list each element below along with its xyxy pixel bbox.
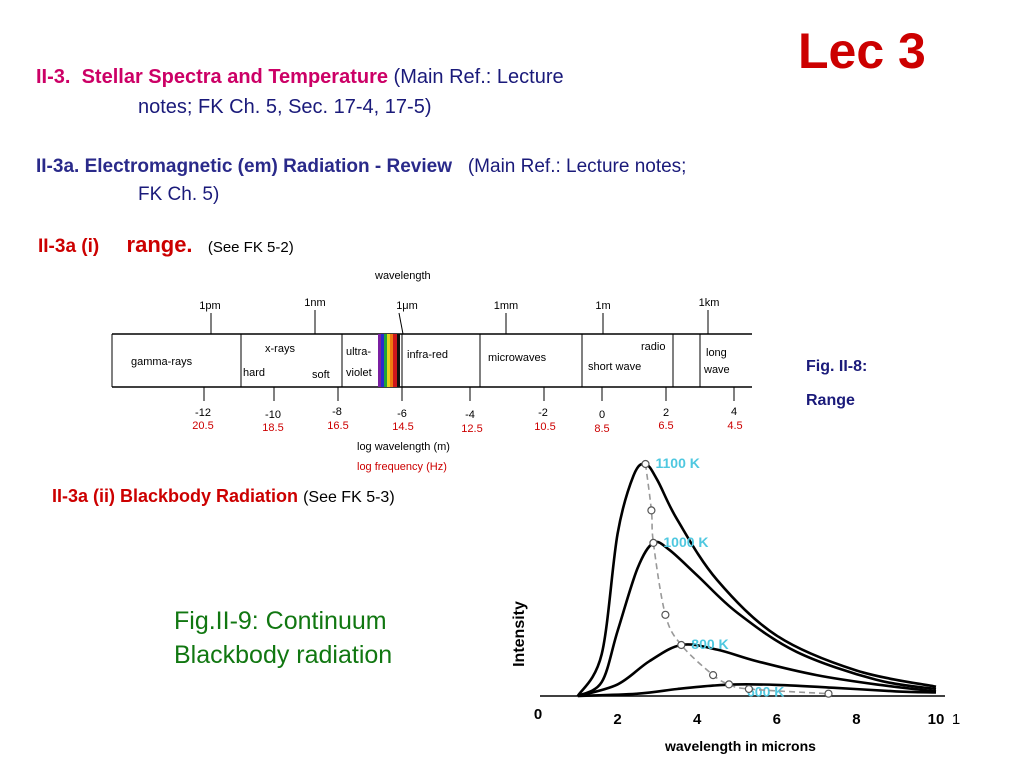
log-frequency-label: 8.5 — [594, 423, 609, 435]
axis-label-log-frequency: log frequency (Hz) — [357, 461, 447, 473]
tick-label-1nm: 1nm — [304, 297, 325, 309]
log-frequency-label: 12.5 — [461, 423, 482, 435]
band-gamma-rays: gamma-rays — [131, 356, 193, 368]
fig8-caption-line2: Range — [806, 392, 855, 409]
series-label: 800 K — [691, 636, 728, 652]
log-wavelength-label: -2 — [538, 407, 548, 419]
peak-locus-point — [661, 610, 670, 619]
spectrum-top-label: wavelength — [374, 270, 431, 282]
peak-locus-point — [744, 684, 753, 694]
range-number: II-3a (i) — [38, 236, 100, 257]
subsection-heading-em-radiation: II-3a. Electromagnetic (em) Radiation - … — [36, 156, 686, 178]
peak-locus-point — [641, 459, 650, 469]
log-frequency-label: 18.5 — [262, 422, 283, 434]
x-tick-labels: 0 2 4 6 8 10 — [534, 706, 945, 728]
blackbody-curves: 1100 K 1000 K 800 K 600 K — [576, 455, 937, 699]
blackbody-reference: (See FK 5-3) — [303, 489, 395, 506]
band-x-rays-hard: hard — [243, 367, 265, 379]
axis-label-log-wavelength: log wavelength (m) — [357, 441, 450, 453]
section-reference: (Main Ref.: Lecture — [393, 66, 564, 88]
subsection-reference: (Main Ref.: Lecture notes; — [467, 156, 687, 177]
log-frequency-label: 10.5 — [534, 421, 555, 433]
series-line-1000k — [577, 540, 937, 698]
fig8-caption-line1: Fig. II-8: — [806, 358, 868, 375]
band-ultraviolet-line1: ultra- — [346, 346, 371, 358]
fig9-caption-line2: Blackbody radiation — [174, 641, 393, 669]
log-wavelength-label: -6 — [397, 408, 407, 420]
series-line-600k — [577, 683, 937, 698]
x-axis-label: wavelength in microns — [664, 738, 816, 754]
peak-locus-line — [644, 463, 829, 695]
log-frequency-label: 14.5 — [392, 421, 413, 433]
log-frequency-label: 6.5 — [658, 420, 673, 432]
blackbody-title: II-3a (ii) Blackbody Radiation — [52, 486, 299, 506]
band-long-wave-line1: long — [706, 347, 727, 359]
blackbody-heading: II-3a (ii) Blackbody Radiation (See FK 5… — [52, 486, 395, 507]
log-wavelength-label: 2 — [663, 407, 669, 419]
band-infrared: infra-red — [407, 349, 448, 361]
tick-label-1km: 1km — [699, 297, 720, 309]
series-line-800k — [577, 643, 937, 698]
subsection-title: II-3a. Electromagnetic (em) Radiation - … — [36, 156, 452, 177]
band-x-rays-soft: soft — [312, 369, 330, 381]
log-frequency-label: 16.5 — [327, 420, 348, 432]
peak-locus-point — [709, 671, 718, 680]
peak-locus-point — [677, 640, 686, 650]
visible-light-band — [378, 334, 400, 387]
lecture-label: Lec 3 — [798, 23, 926, 79]
band-short-wave: short wave — [588, 361, 641, 373]
range-reference: (See FK 5-2) — [207, 239, 294, 256]
tick-mark-1um — [398, 312, 404, 335]
fig8-caption: Fig. II-8: Range — [806, 350, 867, 418]
x-tick-label: 8 — [852, 711, 860, 728]
series-label: 600 K — [747, 683, 784, 699]
log-frequency-label: 20.5 — [192, 420, 213, 432]
tick-label-1m: 1m — [595, 300, 610, 312]
range-title: range. — [126, 232, 193, 257]
tick-label-1pm: 1pm — [199, 300, 220, 312]
x-tick-label: 4 — [693, 711, 702, 728]
subsection-reference-continued: FK Ch. 5) — [138, 184, 220, 205]
log-wavelength-label: 0 — [599, 409, 605, 421]
x-tick-label: 0 — [534, 706, 542, 723]
fig9-caption: Fig.II-9: Continuum Blackbody radiation — [174, 604, 392, 672]
range-heading: II-3a (i) range. (See FK 5-2) — [38, 232, 294, 258]
fig9-caption-line1: Fig.II-9: Continuum — [174, 607, 387, 635]
x-tick-label: 10 — [928, 711, 945, 728]
section-title: Stellar Spectra and Temperature — [81, 66, 388, 88]
band-x-rays: x-rays — [265, 343, 295, 355]
log-wavelength-label: 4 — [731, 406, 737, 418]
band-long-wave-line2: wave — [703, 364, 730, 376]
y-axis-label: Intensity — [511, 601, 528, 667]
log-wavelength-label: -8 — [332, 406, 342, 418]
section-number: II-3. — [36, 66, 71, 88]
log-frequency-label: 4.5 — [727, 420, 742, 432]
peak-locus — [641, 459, 833, 698]
log-wavelength-label: -12 — [195, 407, 211, 419]
x-tick-label: 6 — [773, 711, 781, 728]
tick-label-1mm: 1mm — [494, 300, 518, 312]
section-reference-continued: notes; FK Ch. 5, Sec. 17-4, 17-5) — [138, 96, 432, 118]
tick-label-1um: 1μm — [396, 300, 418, 312]
band-ultraviolet-line2: violet — [346, 367, 372, 379]
peak-locus-point — [647, 506, 656, 515]
band-microwaves: microwaves — [488, 352, 547, 364]
peak-locus-point — [649, 538, 658, 548]
log-wavelength-label: -10 — [265, 409, 281, 421]
x-tick-label-extra: 1 — [952, 711, 960, 728]
log-wavelength-label: -4 — [465, 409, 475, 421]
series-label: 1000 K — [663, 534, 708, 550]
section-heading-stellar-spectra: II-3. Stellar Spectra and Temperature (M… — [36, 66, 564, 89]
series-label: 1100 K — [656, 455, 700, 471]
band-radio: radio — [641, 341, 665, 353]
x-tick-label: 2 — [613, 711, 621, 728]
series-line-1100k — [576, 462, 937, 697]
peak-locus-point — [824, 689, 833, 698]
peak-locus-point — [724, 680, 734, 689]
blackbody-chart: 1100 K 1000 K 800 K 600 K 0 2 4 6 8 10 1 wavelen… — [511, 455, 960, 754]
